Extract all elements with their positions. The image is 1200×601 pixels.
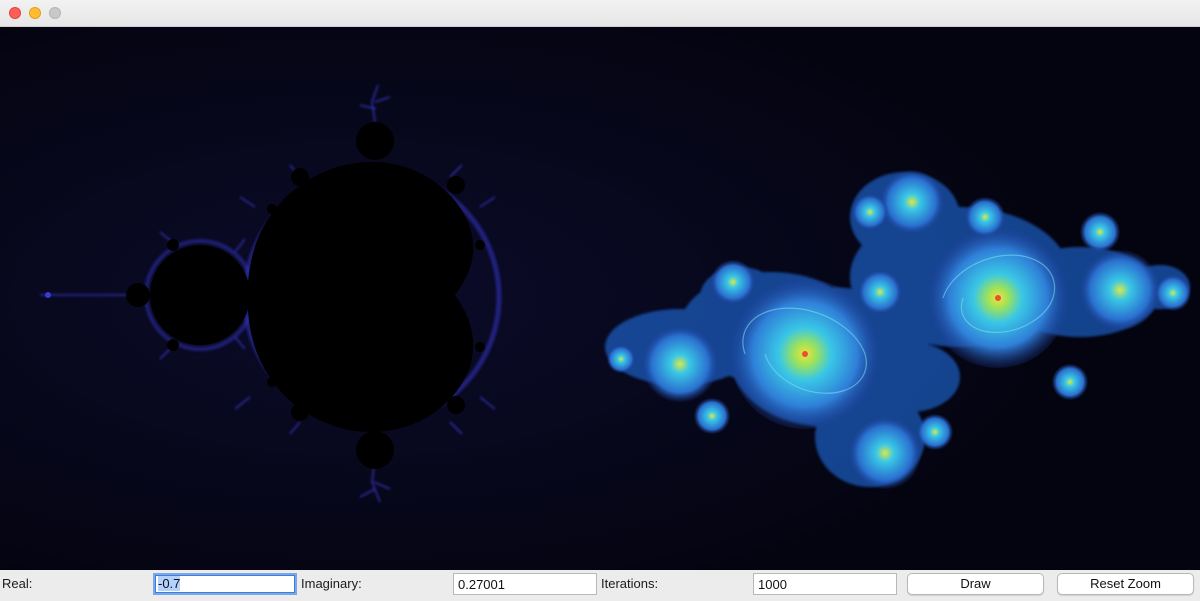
real-label: Real: (2, 576, 33, 591)
reset-zoom-button[interactable]: Reset Zoom (1057, 573, 1194, 595)
real-input-value: -0.7 (158, 576, 181, 591)
zoom-window-icon[interactable] (49, 7, 61, 19)
minimize-window-icon[interactable] (29, 7, 41, 19)
real-input[interactable]: -0.7 (153, 573, 297, 595)
fractal-canvas[interactable] (0, 27, 1200, 570)
imaginary-label: Imaginary: (301, 576, 362, 591)
julia-set (605, 170, 1191, 489)
title-bar (0, 0, 1200, 27)
imaginary-input[interactable] (453, 573, 597, 595)
control-panel: Real: -0.7 Imaginary: Iterations: Draw R… (0, 570, 1200, 601)
close-window-icon[interactable] (9, 7, 21, 19)
iterations-label: Iterations: (601, 576, 659, 591)
mandelbrot-set (40, 84, 502, 503)
draw-button[interactable]: Draw (907, 573, 1044, 595)
iterations-input[interactable] (753, 573, 897, 595)
